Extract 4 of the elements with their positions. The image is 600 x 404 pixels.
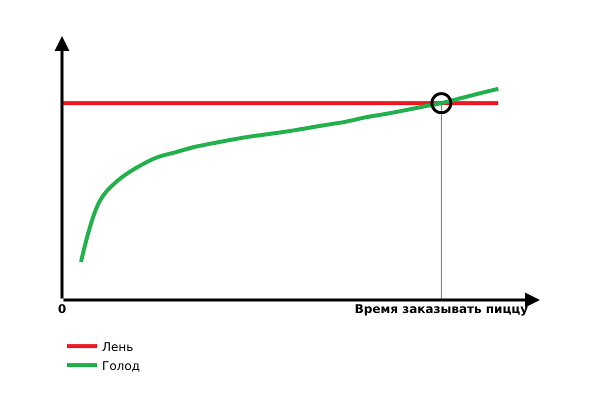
x-tick-label: Время заказывать пиццу — [354, 302, 528, 316]
legend-label: Голод — [102, 358, 140, 373]
legend-label: Лень — [102, 340, 134, 354]
x-tick-label: 0 — [58, 302, 66, 316]
